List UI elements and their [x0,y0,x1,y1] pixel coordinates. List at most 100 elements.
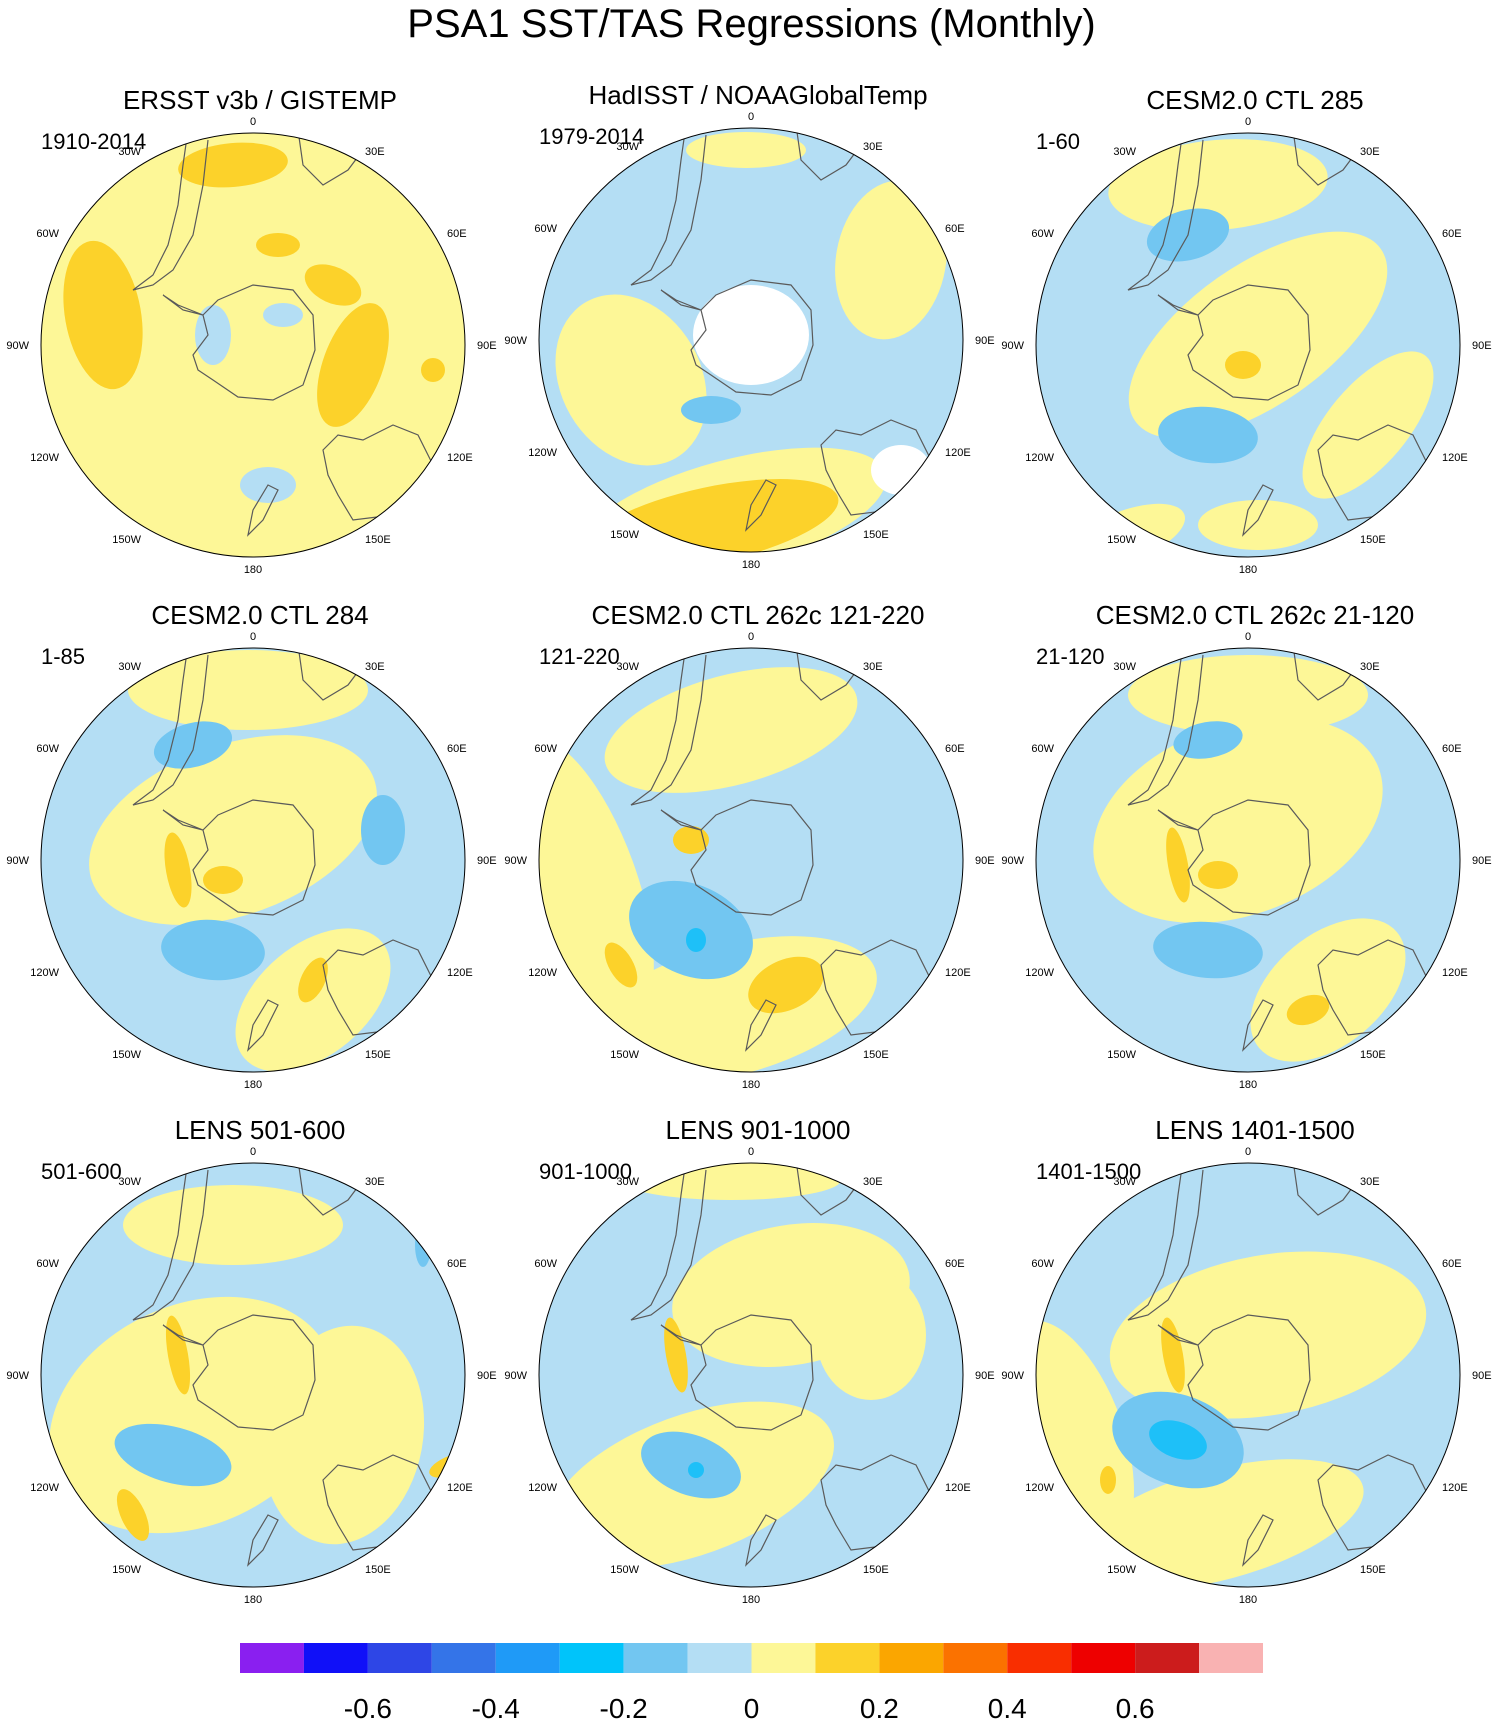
colorbar-cell [367,1643,432,1673]
anomaly-field [41,648,465,1072]
coastline [192,284,316,401]
coastlines [1127,1163,1429,1567]
longitude-label: 180 [244,1594,262,1606]
longitude-label: 90W [504,1370,527,1382]
anomaly-contour [116,1489,150,1541]
anomaly-contour [688,1462,704,1478]
polar-map: 0 30E 60E 90E 120E 150E 180 150W 120W 90W 60W 30W [6,631,496,1091]
longitude-label: 60W [534,223,557,235]
coastline [1292,133,1359,186]
longitude-label: 30W [118,146,141,158]
coastline [1157,809,1199,831]
anomaly-contour [298,957,328,1003]
anomaly-contour [1108,139,1328,231]
coastline [660,1324,702,1346]
colorbar-tick-label: -0.6 [343,1693,392,1724]
longitude-label: 150E [365,534,391,546]
anomaly-contour [1286,994,1330,1026]
coastline [795,648,862,701]
anomaly-field [41,133,465,557]
longitude-label: 30E [863,1176,883,1188]
colorbar-cell [1007,1643,1072,1673]
coastline [162,1324,204,1346]
longitude-label: 60E [447,1258,467,1270]
coastlines [630,128,932,532]
anomaly-contour [304,264,362,306]
longitude-label: 90E [1472,1370,1492,1382]
colorbar-cell [1071,1643,1136,1673]
map-boundary [538,1162,964,1588]
longitude-label: 90E [477,340,497,352]
longitude-label: 60W [1031,228,1054,240]
anomaly-contour [686,132,806,168]
longitude-label: 30E [365,661,385,673]
coastline [660,289,702,311]
anomaly-contour [1225,351,1261,379]
panel-period-label: 1401-1500 [1036,1159,1142,1184]
longitude-label: 30W [118,661,141,673]
anomaly-contour [1166,827,1190,903]
longitude-label: 90W [504,335,527,347]
map-boundary [40,1162,466,1588]
panel-period-label: 121-220 [539,644,620,669]
polar-map: 0 30E 60E 90E 120E 150E 180 150W 120W 90W 60W 30W [6,1146,497,1606]
map-panel: CESM2.0 CTL 262c 21-120 21-120 0 30E 60E 90E 1… [1001,600,1495,1110]
coastline [132,648,209,806]
longitude-label: 120W [1025,452,1054,464]
longitude-label: 120W [528,967,557,979]
longitude-label: 0 [1245,631,1251,643]
anomaly-contour [664,1317,688,1393]
anomaly-contour [1128,231,1388,439]
colorbar-tick-label: -0.4 [471,1693,520,1724]
coastline [1187,1314,1311,1431]
longitude-label: 90E [477,1370,497,1382]
colorbar-tick-label: 0.4 [987,1693,1027,1724]
longitude-label: 90E [1472,340,1492,352]
colorbar-tick-label: 0.6 [1115,1693,1155,1724]
coastline [297,648,364,701]
longitude-label: 60E [1442,1258,1462,1270]
longitude-label: 120E [945,447,971,459]
longitude-label: 90W [1001,1370,1024,1382]
anomaly-contour [63,240,143,390]
longitude-label: 60W [36,743,59,755]
coastline [1127,648,1204,806]
map-panel: ERSST v3b / GISTEMP 1910-2014 0 30E 60E 90E 12… [6,85,500,595]
anomaly-contour [835,180,947,340]
longitude-label: 150E [863,1564,889,1576]
anomaly-contour [1149,1420,1207,1460]
longitude-label: 60W [534,743,557,755]
longitude-label: 0 [1245,116,1251,128]
colorbar-cell [815,1643,880,1673]
anomaly-field [539,1163,963,1587]
anomaly-contour [604,667,858,793]
anomaly-contour [1198,500,1318,550]
coastline [132,133,209,291]
panel-title: CESM2.0 CTL 262c 21-120 [1095,600,1415,630]
longitude-label: 0 [748,111,754,123]
panel-title: CESM2.0 CTL 284 [151,600,369,630]
longitude-label: 150W [1107,1564,1136,1576]
longitude-label: 60E [447,743,467,755]
longitude-label: 30E [863,661,883,673]
anomaly-contour [1109,1251,1427,1419]
coastline [1292,1163,1359,1216]
longitude-label: 90E [975,335,995,347]
anomaly-contour [686,928,706,952]
coastline [1187,799,1311,916]
anomaly-contour [256,233,300,257]
anomaly-contour [816,1270,926,1400]
longitude-label: 150W [1107,1049,1136,1061]
longitude-label: 90W [6,340,29,352]
anomaly-contour [263,303,303,327]
anomaly-contour [203,866,243,894]
coastline [132,1163,209,1321]
longitude-label: 30W [1113,661,1136,673]
anomaly-contour [164,832,192,908]
longitude-label: 30E [1360,661,1380,673]
longitude-label: 180 [1239,1594,1257,1606]
panel-period-label: 901-1000 [539,1159,632,1184]
polar-map: 0 30E 60E 90E 120E 150E 180 150W 120W 90W 60W 30W [504,1146,994,1606]
longitude-label: 0 [748,631,754,643]
longitude-label: 90W [6,855,29,867]
